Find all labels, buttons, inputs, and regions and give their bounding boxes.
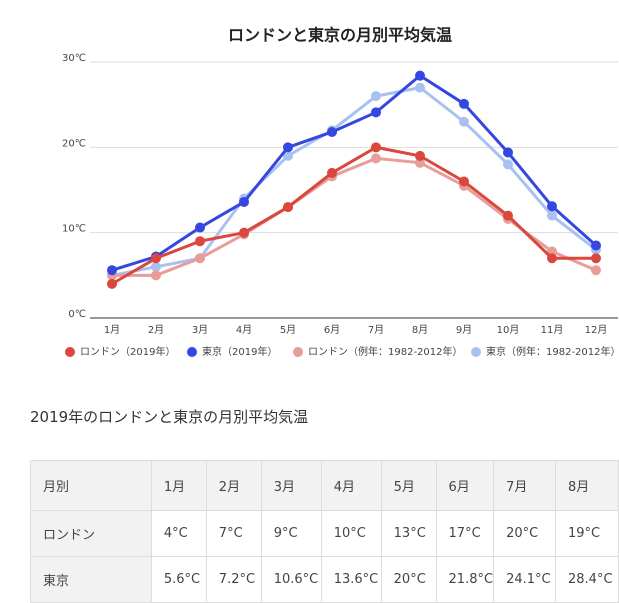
legend-label: ロンドン（例年：1982-2012年）	[308, 345, 463, 358]
table-cell: 5月	[380, 460, 437, 511]
table-cell: ロンドン	[30, 510, 152, 557]
y-tick-label: 20℃	[62, 138, 86, 149]
table-cell: 8月	[555, 460, 619, 511]
x-tick-label: 6月	[324, 324, 340, 336]
table-cell: 5.6°C	[150, 556, 207, 603]
x-tick-label: 12月	[585, 324, 608, 336]
table-cell: 東京	[30, 556, 152, 603]
data-point	[195, 253, 205, 264]
legend-marker	[471, 347, 481, 357]
chart: ロンドンと東京の月別平均気温 0℃ 10℃ 20℃ 30℃ 1月 2月 3月 4月 5月 6月 7月…	[62, 26, 619, 359]
data-point	[239, 196, 249, 207]
data-point	[151, 261, 161, 272]
table-cell: 月別	[30, 460, 152, 511]
x-tick-label: 2月	[148, 324, 164, 336]
table-cell: 7°C	[205, 510, 262, 557]
data-point	[591, 265, 601, 276]
table-cell: 9°C	[260, 510, 322, 557]
legend-marker	[65, 347, 75, 357]
table-cell: 7月	[493, 460, 556, 511]
x-tick-label: 5月	[280, 324, 296, 336]
data-point	[591, 253, 601, 264]
series-line	[111, 73, 597, 272]
table-cell: 13.6°C	[320, 556, 382, 603]
data-point	[459, 116, 469, 127]
data-point	[503, 147, 513, 158]
table-row: 東京 5.6°C 7.2°C 10.6°C 13.6°C 20°C 21.8°C 24.1°C…	[30, 556, 619, 603]
table-cell: 20°C	[493, 510, 556, 557]
table-cell: 4°C	[150, 510, 207, 557]
table-cell: 2月	[205, 460, 262, 511]
data-point	[415, 150, 425, 161]
data-point	[591, 240, 601, 251]
legend-label: ロンドン（2019年）	[80, 345, 175, 358]
data-point	[371, 142, 381, 153]
data-point	[371, 107, 381, 118]
table-cell: 7.2°C	[205, 556, 262, 603]
table-cell: 3月	[260, 460, 322, 511]
table-cell: 24.1°C	[493, 556, 556, 603]
data-point	[151, 253, 161, 264]
table-cell: 6月	[435, 460, 495, 511]
table-cell: 4月	[320, 460, 382, 511]
legend-marker	[293, 347, 303, 357]
data-point	[283, 142, 293, 153]
data-point	[503, 159, 513, 170]
data-point	[415, 70, 425, 81]
x-tick-label: 10月	[497, 324, 520, 336]
table-cell: 10°C	[320, 510, 382, 557]
x-tick-label: 9月	[456, 324, 472, 336]
y-tick-label: 0℃	[68, 309, 86, 320]
y-tick-label: 10℃	[62, 224, 86, 235]
table-cell: 17°C	[435, 510, 495, 557]
data-point	[327, 126, 337, 137]
x-tick-label: 3月	[192, 324, 208, 336]
data-point	[459, 176, 469, 187]
x-tick-label: 1月	[104, 324, 120, 336]
table-cell: 13°C	[380, 510, 437, 557]
data-point	[547, 253, 557, 264]
table-row: ロンドン 4°C 7°C 9°C 10°C 13°C 17°C 20°C 19°C	[30, 510, 619, 557]
table-cell: 19°C	[555, 510, 619, 557]
data-point	[195, 236, 205, 247]
legend-label: 東京（2019年）	[202, 345, 277, 358]
legend-label: 東京（例年：1982-2012年）	[486, 345, 619, 358]
table-row: 月別 1月 2月 3月 4月 5月 6月 7月 8月	[30, 460, 619, 511]
data-table: 月別 1月 2月 3月 4月 5月 6月 7月 8月 ロンドン 4°C 7°C 9°C 10°C 13°C 1…	[30, 460, 619, 603]
y-tick-label: 30℃	[62, 53, 86, 64]
table-cell: 21.8°C	[435, 556, 495, 603]
series-line	[111, 145, 596, 286]
data-point	[239, 227, 249, 238]
legend-marker	[187, 347, 197, 357]
table-cell: 1月	[150, 460, 207, 511]
data-point	[107, 265, 117, 276]
series-line	[112, 156, 597, 277]
x-tick-label: 11月	[541, 324, 564, 336]
data-point	[415, 82, 425, 93]
table-title: 2019年のロンドンと東京の月別平均気温	[30, 408, 309, 426]
data-point	[547, 210, 557, 221]
data-point	[151, 270, 161, 281]
x-tick-label: 8月	[412, 324, 428, 336]
data-point	[283, 150, 293, 161]
chart-title: ロンドンと東京の月別平均気温	[228, 26, 452, 45]
data-point	[547, 201, 557, 212]
data-point	[371, 153, 381, 164]
data-point	[371, 91, 381, 102]
data-point	[503, 210, 513, 221]
x-tick-label: 7月	[368, 324, 384, 336]
table-cell: 20°C	[380, 556, 437, 603]
data-point	[327, 167, 337, 178]
data-point	[107, 278, 117, 289]
x-tick-label: 4月	[236, 324, 252, 336]
data-point	[283, 202, 293, 213]
table-cell: 28.4°C	[555, 556, 619, 603]
data-point	[195, 222, 205, 233]
table-cell: 10.6°C	[260, 556, 322, 603]
data-point	[459, 98, 469, 109]
